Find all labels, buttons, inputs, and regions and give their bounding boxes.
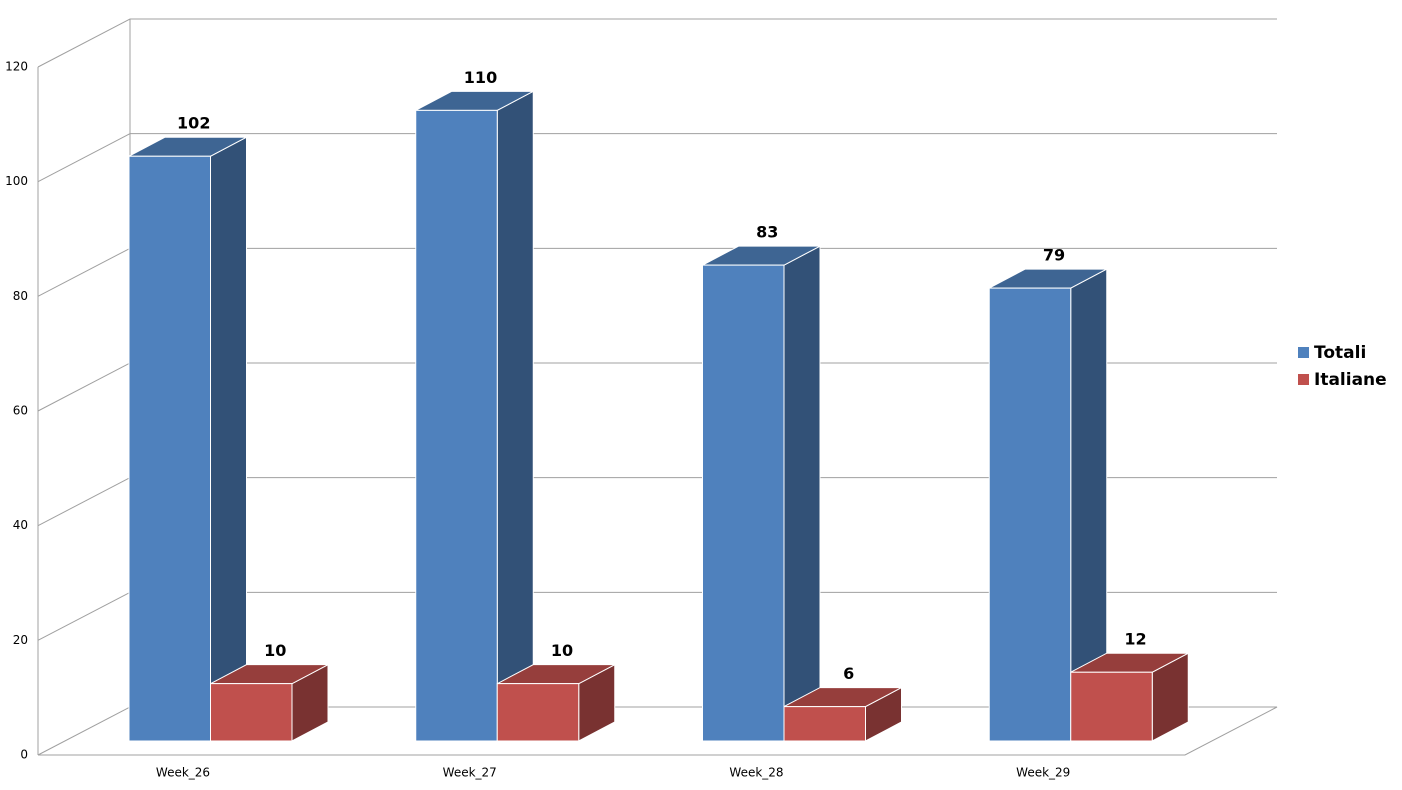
- legend-label: Totali: [1314, 343, 1366, 363]
- y-tick-label: 40: [13, 518, 28, 532]
- bar: [988, 268, 1108, 742]
- value-label: 10: [551, 641, 573, 660]
- bar-side: [496, 90, 534, 742]
- legend-swatch: [1298, 374, 1309, 385]
- bar-front: [988, 287, 1072, 742]
- bar-front: [702, 264, 785, 742]
- value-label: 102: [177, 114, 210, 133]
- value-label: 79: [1043, 246, 1065, 265]
- bar: [128, 136, 247, 742]
- value-label: 83: [756, 223, 778, 242]
- x-tick-label: Week_27: [443, 766, 497, 780]
- x-tick-label: Week_28: [729, 766, 783, 780]
- bar-side: [210, 136, 247, 742]
- value-label: 6: [843, 664, 854, 683]
- y-tick-label: 20: [13, 633, 28, 647]
- y-tick-label: 60: [13, 404, 28, 418]
- x-tick-label: Week_26: [156, 766, 210, 780]
- bar-front: [496, 683, 580, 742]
- bar: [415, 90, 534, 742]
- bar: [210, 663, 329, 742]
- legend-label: Italiane: [1314, 370, 1387, 390]
- bar: [496, 663, 616, 742]
- bar: [783, 686, 902, 742]
- grid-line: [37, 133, 1277, 183]
- grid-line: [37, 18, 1277, 68]
- bar-front: [783, 706, 866, 742]
- bar: [1070, 652, 1189, 742]
- bar-side: [783, 245, 821, 742]
- y-tick-label: 0: [20, 748, 28, 762]
- bar-front: [210, 683, 293, 742]
- y-tick-label: 120: [5, 60, 28, 74]
- value-label: 110: [464, 68, 497, 87]
- y-tick-label: 100: [5, 174, 28, 188]
- legend-swatch: [1298, 347, 1309, 358]
- bar-front: [1070, 671, 1153, 742]
- value-label: 10: [264, 641, 286, 660]
- y-tick-label: 80: [13, 289, 28, 303]
- bar-front: [415, 109, 498, 742]
- x-tick-label: Week_29: [1016, 766, 1070, 780]
- value-label: 12: [1124, 630, 1146, 649]
- bar-front: [128, 155, 211, 742]
- bar: [702, 245, 821, 742]
